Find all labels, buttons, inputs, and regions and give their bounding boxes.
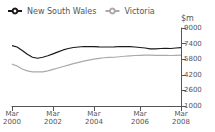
svg-text:5800: 5800 — [184, 55, 202, 63]
svg-text:Victoria: Victoria — [124, 7, 154, 16]
svg-text:2002: 2002 — [44, 118, 62, 126]
svg-text:4200: 4200 — [184, 71, 202, 79]
svg-text:7400: 7400 — [184, 40, 202, 48]
svg-text:2004: 2004 — [85, 118, 103, 126]
svg-text:2000: 2000 — [3, 118, 21, 126]
svg-text:9000: 9000 — [184, 24, 202, 32]
svg-text:$m: $m — [181, 14, 194, 23]
svg-text:Mar: Mar — [46, 110, 59, 118]
svg-text:2600: 2600 — [184, 86, 202, 94]
svg-text:1000: 1000 — [184, 102, 202, 110]
svg-text:Mar: Mar — [174, 110, 187, 118]
svg-text:2008: 2008 — [172, 118, 190, 126]
svg-text:Mar: Mar — [87, 110, 100, 118]
svg-text:2006: 2006 — [131, 118, 149, 126]
svg-text:Mar: Mar — [133, 110, 146, 118]
svg-text:Mar: Mar — [5, 110, 18, 118]
svg-text:New South Wales: New South Wales — [27, 7, 96, 16]
